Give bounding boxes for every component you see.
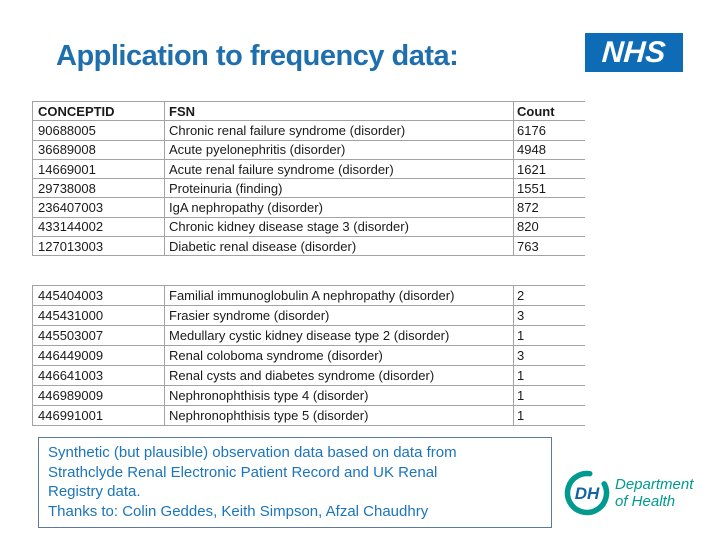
count-cell: 1	[513, 326, 585, 345]
table-row: 14669001 Acute renal failure syndrome (d…	[32, 159, 585, 180]
fsn-cell: Acute pyelonephritis (disorder)	[164, 140, 513, 159]
count-cell: 1	[513, 366, 585, 385]
table-row: 433144002 Chronic kidney disease stage 3…	[32, 217, 585, 238]
attribution-note-box: Synthetic (but plausible) observation da…	[38, 437, 552, 528]
count-cell: 3	[513, 306, 585, 325]
table-row: 445404003 Familial immunoglobulin A neph…	[32, 286, 585, 306]
column-header-fsn: FSN	[164, 102, 513, 121]
conceptid-cell: 446991001	[32, 406, 164, 425]
dh-initials: DH	[575, 484, 600, 503]
table-row: 446449009 Renal coloboma syndrome (disor…	[32, 346, 585, 366]
department-of-health-logo: DH Department of Health	[563, 467, 713, 519]
count-cell: 1	[513, 386, 585, 405]
conceptid-cell: 29738008	[32, 179, 164, 198]
dh-text-line1: Department	[615, 476, 694, 493]
fsn-cell: IgA nephropathy (disorder)	[164, 198, 513, 217]
table-row: 29738008 Proteinuria (finding) 1551	[32, 179, 585, 199]
nhs-logo-text: NHS	[601, 35, 667, 69]
note-line: Synthetic (but plausible) observation da…	[48, 444, 457, 461]
note-line: Strathclyde Renal Electronic Patient Rec…	[48, 463, 438, 481]
nhs-logo: NHS	[585, 33, 683, 72]
conceptid-cell: 127013003	[32, 237, 164, 256]
conceptid-cell: 445404003	[32, 286, 164, 305]
table-row: 36689008 Acute pyelonephritis (disorder)…	[32, 140, 585, 160]
conceptid-cell: 445431000	[32, 306, 164, 325]
table-row: 446641003 Renal cysts and diabetes syndr…	[32, 366, 585, 386]
fsn-cell: Proteinuria (finding)	[164, 179, 513, 198]
count-cell: 820	[513, 217, 585, 237]
conceptid-cell: 36689008	[32, 140, 164, 159]
count-cell: 1	[513, 406, 585, 425]
fsn-cell: Chronic renal failure syndrome (disorder…	[164, 121, 513, 140]
frequency-table-rare: 445404003 Familial immunoglobulin A neph…	[32, 285, 585, 426]
count-cell: 872	[513, 198, 585, 217]
table-row: 445431000 Frasier syndrome (disorder) 3	[32, 306, 585, 326]
conceptid-cell: 446989009	[32, 386, 164, 405]
conceptid-cell: 446641003	[32, 366, 164, 385]
count-cell: 3	[513, 346, 585, 365]
count-cell: 2	[513, 286, 585, 305]
conceptid-cell: 14669001	[32, 159, 164, 179]
table-row: 236407003 IgA nephropathy (disorder) 872	[32, 198, 585, 218]
fsn-cell: Chronic kidney disease stage 3 (disorder…	[164, 217, 513, 237]
fsn-cell: Acute renal failure syndrome (disorder)	[164, 159, 513, 179]
column-header-count: Count	[513, 102, 585, 121]
conceptid-cell: 445503007	[32, 326, 164, 345]
note-line: Registry data.	[48, 483, 141, 500]
column-header-conceptid: CONCEPTID	[32, 102, 164, 121]
fsn-cell: Frasier syndrome (disorder)	[164, 306, 513, 325]
count-cell: 1621	[513, 159, 585, 179]
conceptid-cell: 236407003	[32, 198, 164, 217]
table-row: 445503007 Medullary cystic kidney diseas…	[32, 326, 585, 346]
fsn-cell: Nephronophthisis type 4 (disorder)	[164, 386, 513, 405]
table-row: 446989009 Nephronophthisis type 4 (disor…	[32, 386, 585, 406]
fsn-cell: Diabetic renal disease (disorder)	[164, 237, 513, 256]
count-cell: 1551	[513, 179, 585, 198]
table-row: 446991001 Nephronophthisis type 5 (disor…	[32, 406, 585, 426]
table-header-row: CONCEPTID FSN Count	[32, 102, 585, 122]
fsn-cell: Renal coloboma syndrome (disorder)	[164, 346, 513, 365]
dh-swoosh-icon: DH	[564, 470, 610, 516]
conceptid-cell: 433144002	[32, 217, 164, 237]
conceptid-cell: 90688005	[32, 121, 164, 140]
count-cell: 6176	[513, 121, 585, 140]
count-cell: 4948	[513, 140, 585, 159]
fsn-cell: Medullary cystic kidney disease type 2 (…	[164, 326, 513, 345]
page-title: Application to frequency data:	[56, 40, 459, 72]
fsn-cell: Nephronophthisis type 5 (disorder)	[164, 406, 513, 425]
frequency-table-common: CONCEPTID FSN Count 90688005 Chronic ren…	[32, 101, 585, 257]
dh-logo-text: Department of Health	[615, 476, 693, 510]
count-cell: 763	[513, 237, 585, 256]
table-row: 127013003 Diabetic renal disease (disord…	[32, 237, 585, 257]
fsn-cell: Familial immunoglobulin A nephropathy (d…	[164, 286, 513, 305]
note-line: Thanks to: Colin Geddes, Keith Simpson, …	[48, 502, 429, 520]
conceptid-cell: 446449009	[32, 346, 164, 365]
table-row: 90688005 Chronic renal failure syndrome …	[32, 121, 585, 141]
fsn-cell: Renal cysts and diabetes syndrome (disor…	[164, 366, 513, 385]
dh-text-line2: of Health	[615, 493, 676, 510]
